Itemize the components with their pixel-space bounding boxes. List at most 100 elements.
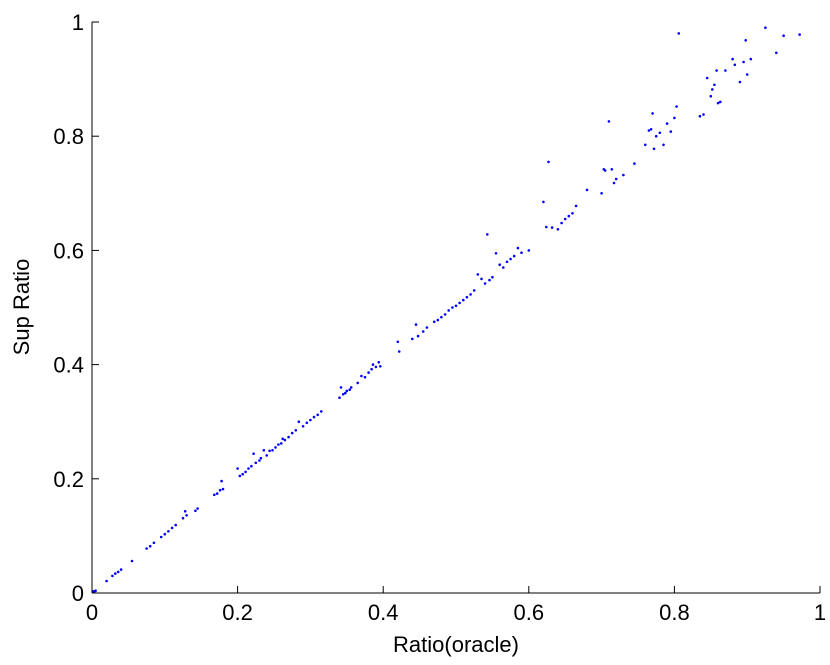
data-point	[716, 101, 720, 105]
data-point	[502, 266, 505, 269]
data-point	[488, 278, 491, 282]
data-point	[167, 530, 170, 533]
data-point	[520, 251, 523, 254]
data-point	[462, 298, 465, 302]
data-point	[654, 134, 658, 138]
data-point	[159, 535, 163, 539]
y-axis-ticks: 0 0.2 0.4 0.6 0.8 1	[53, 10, 99, 606]
data-point	[163, 532, 167, 536]
data-point	[764, 26, 767, 30]
data-point	[571, 212, 574, 215]
data-point	[447, 309, 451, 312]
data-point	[397, 350, 401, 353]
data-point	[658, 131, 662, 135]
data-point	[451, 306, 454, 309]
data-point	[491, 275, 494, 279]
y-tick-label: 1	[72, 10, 84, 35]
data-point	[622, 173, 625, 177]
data-point	[702, 113, 705, 116]
data-point	[241, 472, 244, 476]
data-point	[145, 547, 148, 550]
data-point	[396, 340, 400, 344]
data-point	[782, 34, 785, 37]
data-point	[719, 100, 722, 104]
data-point	[547, 160, 550, 164]
data-point	[262, 449, 266, 452]
data-point	[673, 116, 676, 120]
data-point	[527, 249, 531, 252]
y-tick-label: 0.8	[53, 124, 84, 149]
data-point	[505, 260, 509, 264]
data-point	[301, 425, 305, 428]
data-point	[476, 273, 480, 276]
data-point	[238, 474, 242, 478]
data-point	[744, 39, 747, 42]
data-point	[436, 318, 440, 322]
data-point	[486, 233, 489, 236]
data-point	[320, 410, 323, 413]
data-point	[443, 313, 447, 316]
data-point	[651, 112, 654, 115]
data-point	[181, 516, 185, 520]
data-point	[194, 509, 197, 513]
x-tick-label: 1	[814, 600, 826, 625]
data-point	[215, 492, 219, 495]
data-point	[236, 467, 239, 470]
data-point	[274, 446, 277, 449]
data-point	[600, 192, 603, 195]
data-point	[798, 33, 801, 36]
data-point	[652, 147, 656, 151]
data-point	[148, 544, 152, 548]
x-tick-label: 0.6	[514, 600, 545, 625]
data-points	[92, 26, 801, 594]
data-point	[416, 334, 420, 338]
data-point	[371, 363, 375, 366]
data-point	[745, 73, 749, 76]
data-point	[749, 57, 753, 61]
data-point	[742, 60, 745, 64]
x-tick-label: 0.2	[222, 600, 253, 625]
data-point	[277, 443, 280, 446]
data-point	[213, 493, 216, 497]
data-point	[247, 467, 250, 470]
data-point	[585, 188, 589, 192]
data-point	[465, 295, 469, 299]
data-point	[185, 514, 188, 517]
data-point	[612, 181, 616, 185]
data-point	[349, 386, 353, 389]
data-point	[316, 413, 320, 417]
data-point	[345, 389, 349, 393]
data-point	[252, 452, 255, 456]
data-point	[709, 94, 713, 98]
data-point	[360, 374, 363, 378]
data-point	[607, 120, 611, 123]
data-point	[425, 326, 429, 329]
data-point	[305, 421, 309, 425]
data-point	[377, 361, 381, 364]
plot-area: 0 0.2 0.4 0.6 0.8 1 0 0.2 0.4 0.6 0.8 1	[53, 10, 826, 625]
data-point	[545, 225, 548, 229]
data-point	[221, 487, 225, 491]
data-point	[563, 217, 567, 221]
data-point	[348, 388, 352, 392]
data-point	[665, 122, 669, 125]
data-point	[152, 541, 156, 545]
data-point	[259, 456, 263, 460]
data-point	[677, 32, 681, 35]
data-point	[341, 393, 345, 396]
data-point	[775, 51, 778, 55]
x-axis-label: Ratio(oracle)	[393, 632, 519, 657]
data-point	[556, 228, 560, 231]
y-axis-label: Sup Ratio	[9, 259, 34, 356]
y-tick-label: 0.4	[53, 353, 84, 378]
data-point	[114, 572, 117, 575]
data-point	[379, 365, 382, 368]
data-point	[220, 479, 223, 483]
data-point	[265, 454, 269, 457]
data-point	[458, 301, 461, 305]
data-point	[614, 177, 618, 181]
x-axis-ticks: 0 0.2 0.4 0.6 0.8 1	[86, 586, 826, 625]
data-point	[283, 438, 287, 442]
data-point	[675, 105, 678, 108]
